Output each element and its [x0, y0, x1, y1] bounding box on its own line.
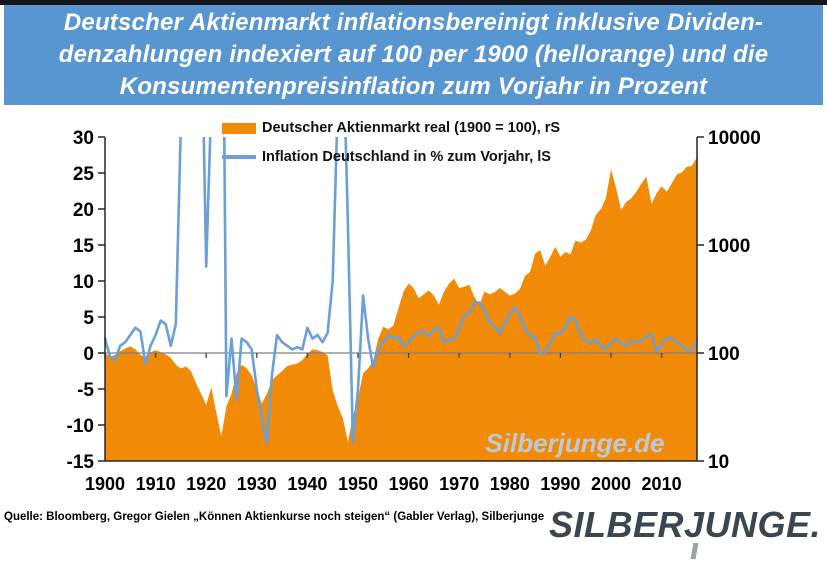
source-citation: Quelle: Bloomberg, Gregor Gielen „Können… [4, 511, 545, 523]
x-axis-tick-label: 1950 [338, 474, 378, 494]
silberjunge-logo: SILBERJUNGE. [549, 504, 821, 546]
left-axis-tick-label: 20 [73, 200, 94, 221]
page-title-line3: Konsumentenpreisinflation zum Vorjahr in… [119, 73, 708, 100]
left-axis-tick-label: 5 [83, 308, 94, 329]
title-banner: Deutscher Aktienmarkt inflationsbereinig… [4, 5, 823, 105]
left-axis-tick-label: 0 [83, 344, 94, 365]
logo-text-part2: UNGE. [704, 504, 821, 545]
x-axis-tick-label: 1960 [389, 474, 429, 494]
right-axis-tick-label: 100 [708, 344, 740, 365]
page-title-line2: denzahlungen indexiert auf 100 per 1900 … [58, 41, 769, 68]
x-axis-tick-label: 1920 [186, 474, 226, 494]
legend-label-inflation: Inflation Deutschland in % zum Vorjahr, … [262, 149, 551, 165]
right-axis-tick-label: 1000 [708, 236, 750, 257]
inflation-line-series [104, 137, 698, 445]
x-axis-tick-label: 1930 [237, 474, 277, 494]
legend-item-inflation: Inflation Deutschland in % zum Vorjahr, … [222, 146, 560, 168]
left-axis-tick-label: -10 [67, 416, 94, 437]
watermark: Silberjunge.de [485, 428, 665, 458]
logo-text-part1: SILBER [548, 504, 684, 545]
left-axis-tick-label: 10 [73, 272, 94, 293]
left-axis-tick-label: -15 [67, 452, 95, 473]
logo-letter-j: J [683, 504, 705, 545]
left-axis-tick-label: 25 [73, 164, 95, 185]
x-axis-tick-label: 1990 [540, 474, 580, 494]
x-axis-tick-label: 2000 [591, 474, 631, 494]
x-axis-tick-label: 1970 [439, 474, 479, 494]
x-axis-tick-label: 1900 [85, 474, 125, 494]
right-axis-tick-label: 10000 [708, 128, 761, 149]
area-series-swatch-icon [222, 122, 256, 134]
x-axis-tick-label: 1980 [490, 474, 530, 494]
right-axis-tick-label: 10 [708, 452, 729, 473]
top-border-strip [0, 0, 827, 5]
left-axis-tick-label: 15 [73, 236, 95, 257]
stock-area-series [105, 157, 697, 461]
legend-item-stock: Deutscher Aktienmarkt real (1900 = 100),… [222, 117, 560, 139]
chart-legend: Deutscher Aktienmarkt real (1900 = 100),… [222, 117, 560, 175]
x-axis-tick-label: 1940 [287, 474, 327, 494]
left-axis-tick-label: 30 [73, 128, 94, 149]
left-axis-tick-label: -5 [77, 380, 94, 401]
x-axis-tick-label: 1910 [136, 474, 176, 494]
legend-label-stock: Deutscher Aktienmarkt real (1900 = 100),… [262, 120, 561, 136]
page-title-line1: Deutscher Aktienmarkt inflationsbereinig… [63, 9, 764, 36]
x-axis-tick-label: 2010 [642, 474, 682, 494]
line-series-swatch-icon [222, 155, 256, 159]
